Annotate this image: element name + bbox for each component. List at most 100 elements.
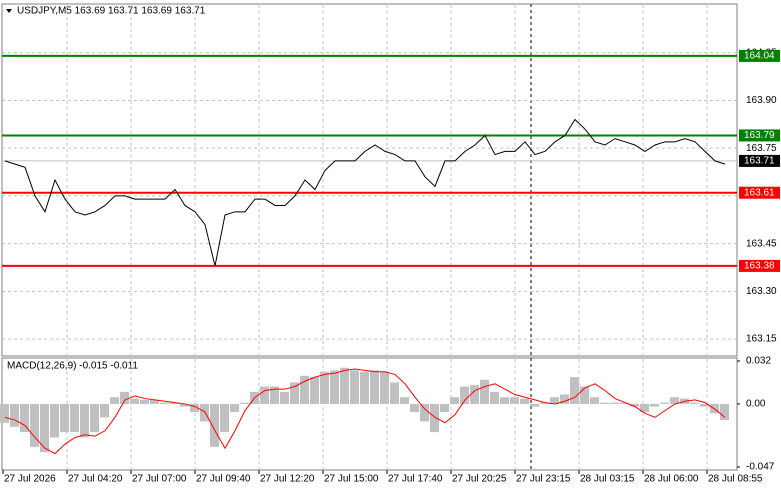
macd-bar [470, 385, 479, 404]
macd-bar [220, 403, 229, 433]
x-tick-label: 27 Jul 23:15 [516, 474, 571, 485]
macd-bar [500, 397, 509, 404]
x-tick-label: 27 Jul 09:40 [196, 474, 251, 485]
macd-bar [170, 402, 179, 404]
macd-bar [640, 403, 649, 412]
macd-bar [620, 402, 629, 404]
macd-bar [560, 394, 569, 404]
macd-bar [590, 397, 599, 404]
level-label: 163.79 [744, 130, 775, 141]
macd-bar [80, 403, 89, 438]
last-price-label: 163.71 [744, 156, 775, 167]
macd-bar [530, 403, 539, 407]
y-tick-label: 163.30 [746, 286, 777, 297]
macd-bar [320, 371, 329, 404]
macd-bar [110, 397, 119, 404]
macd-bar [390, 382, 399, 404]
macd-bar [200, 403, 209, 422]
macd-bar [370, 370, 379, 404]
macd-bar [350, 370, 359, 404]
macd-bar [20, 403, 29, 433]
macd-bar [290, 382, 299, 404]
y-tick-label: 163.45 [746, 238, 777, 249]
x-tick-label: 27 Jul 12:20 [260, 474, 315, 485]
macd-bar [330, 370, 339, 404]
y-tick-label: 0.032 [746, 356, 771, 367]
menu-arrow [6, 9, 12, 13]
y-tick-label: 163.75 [746, 143, 777, 154]
macd-bar [210, 403, 219, 447]
x-tick-label: 28 Jul 03:15 [580, 474, 635, 485]
macd-bar [120, 391, 129, 404]
macd-bar [440, 403, 449, 412]
x-tick-label: 27 Jul 2026 [4, 474, 56, 485]
level-tag [739, 129, 780, 142]
last-price-tag [739, 154, 780, 167]
macd-bar [360, 371, 369, 404]
macd-bar [720, 403, 729, 421]
macd-bar [90, 403, 99, 433]
macd-bar [150, 399, 159, 404]
macd-bar [400, 397, 409, 404]
macd-bar [650, 403, 659, 407]
macd-bar [230, 403, 239, 412]
level-label: 163.61 [744, 187, 775, 198]
macd-bar [40, 403, 49, 453]
price-pane [1, 3, 738, 357]
x-tick-label: 27 Jul 07:00 [132, 474, 187, 485]
macd-bar [0, 403, 9, 423]
macd-bar [130, 398, 139, 404]
macd-bar [270, 386, 279, 404]
y-tick-label: 163.15 [746, 334, 777, 345]
macd-bar [490, 391, 499, 404]
macd-bar [280, 391, 289, 404]
macd-bar [510, 397, 519, 404]
x-tick-label: 27 Jul 04:20 [68, 474, 123, 485]
level-tag [739, 259, 780, 272]
macd-pane [1, 357, 738, 471]
macd-bar [690, 402, 699, 404]
macd-bar [480, 379, 489, 404]
macd-bar [60, 403, 69, 433]
macd-bar [660, 402, 669, 404]
macd-bar [630, 403, 639, 407]
macd-bar [410, 403, 419, 412]
macd-bar [300, 375, 309, 404]
macd-bar [140, 399, 149, 404]
macd-bar [610, 402, 619, 404]
signal-line [4, 368, 726, 455]
x-tick-label: 28 Jul 06:00 [644, 474, 699, 485]
macd-bar [240, 402, 249, 404]
macd-bar [340, 367, 349, 404]
macd-bar [570, 377, 579, 404]
macd-bar [190, 403, 199, 412]
level-label: 164.04 [744, 51, 775, 62]
macd-bar [450, 397, 459, 404]
macd-bar [670, 397, 679, 404]
macd-bar [50, 403, 59, 438]
level-label: 163.38 [744, 261, 775, 272]
macd-bar [700, 403, 709, 407]
macd-bar [420, 403, 429, 422]
macd-bar [380, 371, 389, 404]
chart-title: USDJPY,M5 163.69 163.71 163.69 163.71 [17, 6, 206, 17]
x-tick-label: 28 Jul 08:55 [708, 474, 763, 485]
macd-bar [70, 403, 79, 433]
y-tick-label: -0.047 [746, 462, 775, 473]
macd-bar [100, 403, 109, 418]
macd-bar [550, 397, 559, 404]
y-tick-label: 0.00 [746, 399, 766, 410]
level-tag [739, 186, 780, 199]
macd-bar [310, 377, 319, 404]
y-tick-label: 163.90 [746, 95, 777, 106]
macd-bar [180, 403, 189, 407]
x-tick-label: 27 Jul 17:40 [388, 474, 443, 485]
macd-bar [600, 402, 609, 404]
x-tick-label: 27 Jul 15:00 [324, 474, 379, 485]
macd-bar [160, 402, 169, 404]
macd-title: MACD(12,26,9) -0.015 -0.011 [7, 361, 138, 372]
macd-bar [540, 402, 549, 404]
macd-bar [10, 403, 19, 427]
macd-bar [460, 386, 469, 404]
